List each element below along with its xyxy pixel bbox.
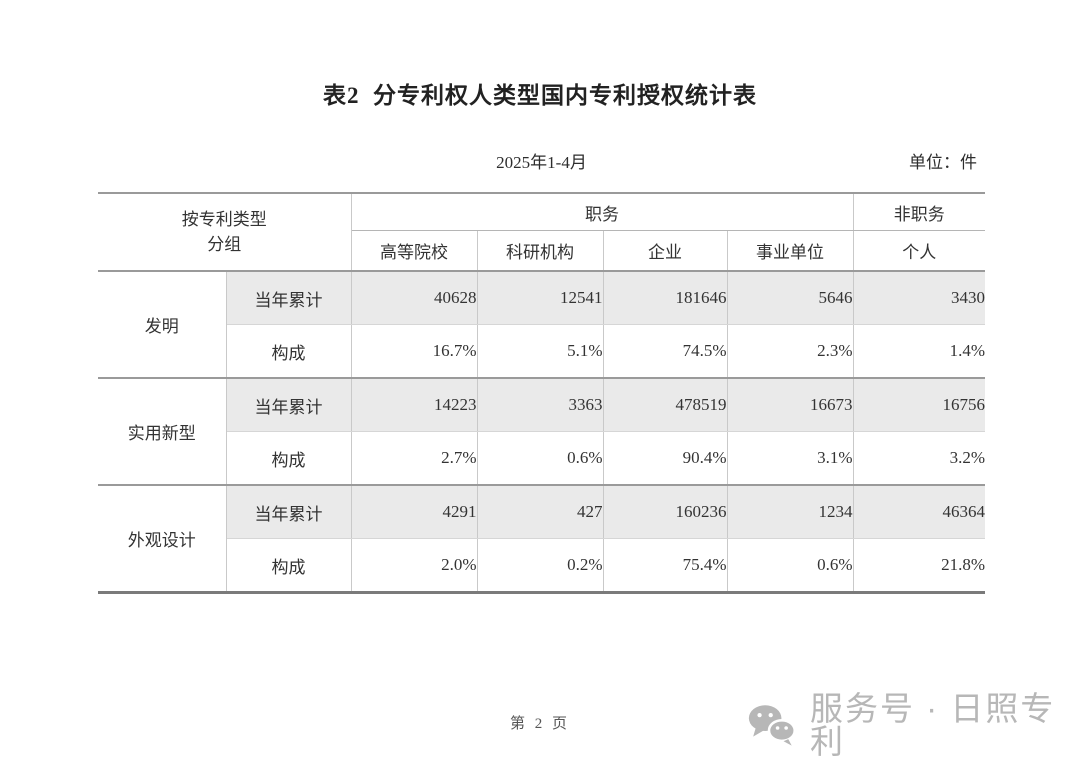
- row-label: 当年累计: [226, 271, 351, 325]
- row-label: 当年累计: [226, 485, 351, 539]
- cell-value: 0.2%: [476, 538, 603, 594]
- cell-value: 0.6%: [476, 431, 603, 486]
- cell-value: 160236: [602, 485, 727, 539]
- corner-header-line1: 按专利类型: [181, 209, 267, 229]
- cell-value: 16756: [852, 378, 985, 432]
- cell-value: 3.1%: [726, 431, 853, 486]
- cell-value: 2.3%: [726, 324, 853, 379]
- column-header-research-institutions: 科研机构: [476, 230, 603, 272]
- cell-value: 75.4%: [602, 538, 727, 594]
- watermark-text: 服务号 · 日照专利: [810, 690, 1056, 760]
- cell-value: 1.4%: [852, 324, 985, 379]
- cell-value: 0.6%: [726, 538, 853, 594]
- table-row: 实用新型 当年累计 14223 3363 478519 16673 16756: [98, 378, 985, 486]
- cell-value: 74.5%: [602, 324, 727, 379]
- table-row: 发明 当年累计 40628 12541 181646 5646 3430: [98, 271, 985, 379]
- row-group-invention: 发明: [98, 271, 227, 379]
- table-meta-row: 2025年1-4月 单位：件: [98, 148, 985, 172]
- column-group-nonservice: 非职务: [852, 192, 985, 231]
- table-row: 构成 2.7% 0.6% 90.4% 3.1% 3.2%: [98, 431, 985, 486]
- cell-value: 2.7%: [350, 431, 477, 486]
- header-row-groups: 按专利类型 分组 职务 非职务: [98, 192, 985, 272]
- cell-value: 3363: [476, 378, 603, 432]
- column-header-public-institutions: 事业单位: [726, 230, 853, 272]
- patent-grant-statistics-table: 按专利类型 分组 职务 非职务 高等院校 科研机构 企业 事业单位 个人 发明 …: [98, 192, 985, 594]
- cell-value: 5.1%: [476, 324, 603, 379]
- column-header-individuals: 个人: [852, 230, 985, 272]
- row-label: 构成: [226, 324, 351, 379]
- row-label: 当年累计: [226, 378, 351, 432]
- cell-value: 46364: [852, 485, 985, 539]
- cell-value: 16673: [726, 378, 853, 432]
- cell-value: 90.4%: [602, 431, 727, 486]
- page-title: 表2 分专利权人类型国内专利授权统计表: [323, 83, 757, 108]
- cell-value: 181646: [602, 271, 727, 325]
- column-header-enterprises: 企业: [602, 230, 727, 272]
- cell-value: 12541: [476, 271, 603, 325]
- cell-value: 3430: [852, 271, 985, 325]
- cell-value: 16.7%: [350, 324, 477, 379]
- corner-header-line2: 分组: [207, 235, 242, 254]
- page-number: 第 2 页: [509, 716, 570, 732]
- cell-value: 5646: [726, 271, 853, 325]
- table-row: 构成 16.7% 5.1% 74.5% 2.3% 1.4%: [98, 324, 985, 379]
- row-label: 构成: [226, 538, 351, 594]
- wechat-icon: [748, 704, 796, 746]
- row-group-design: 外观设计: [98, 485, 227, 594]
- cell-value: 3.2%: [852, 431, 985, 486]
- wechat-watermark: 服务号 · 日照专利: [748, 692, 1080, 758]
- table-row: 外观设计 当年累计 4291 427 160236 1234 46364: [98, 485, 985, 594]
- column-header-universities: 高等院校: [351, 230, 477, 272]
- cell-value: 2.0%: [350, 538, 477, 594]
- corner-header: 按专利类型 分组: [98, 192, 352, 272]
- cell-value: 4291: [350, 485, 477, 539]
- column-group-service: 职务: [351, 192, 853, 231]
- cell-value: 40628: [350, 271, 477, 325]
- cell-value: 14223: [350, 378, 477, 432]
- period-label: 2025年1-4月: [496, 153, 587, 172]
- header-row-columns: 高等院校 科研机构 企业 事业单位 个人: [98, 230, 985, 272]
- row-label: 构成: [226, 431, 351, 486]
- cell-value: 1234: [726, 485, 853, 539]
- row-group-utility-model: 实用新型: [98, 378, 227, 486]
- cell-value: 478519: [602, 378, 727, 432]
- cell-value: 427: [476, 485, 603, 539]
- unit-label: 单位：件: [909, 153, 977, 172]
- cell-value: 21.8%: [852, 538, 985, 594]
- table-row: 构成 2.0% 0.2% 75.4% 0.6% 21.8%: [98, 538, 985, 594]
